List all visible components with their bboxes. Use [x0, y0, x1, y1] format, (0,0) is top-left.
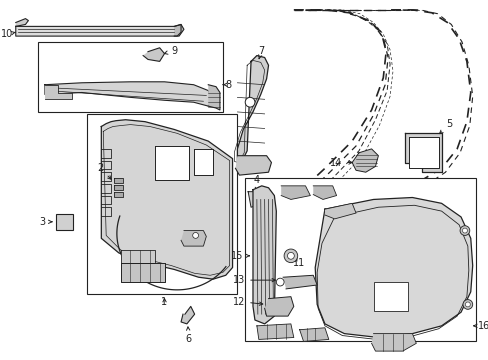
Polygon shape [281, 186, 310, 199]
Text: 3: 3 [40, 217, 52, 227]
Polygon shape [315, 198, 472, 337]
Text: 11: 11 [293, 258, 305, 267]
Text: 5: 5 [439, 120, 452, 134]
Polygon shape [155, 146, 188, 180]
Circle shape [465, 302, 469, 307]
Text: 4: 4 [253, 175, 260, 191]
Bar [56, 214, 73, 230]
Text: 8: 8 [223, 80, 231, 90]
Polygon shape [121, 263, 164, 282]
Polygon shape [256, 324, 293, 339]
Polygon shape [114, 185, 122, 190]
Circle shape [192, 233, 198, 238]
Text: 1: 1 [161, 297, 167, 307]
Polygon shape [324, 203, 355, 219]
Text: 15: 15 [230, 251, 249, 261]
Circle shape [459, 226, 469, 235]
Polygon shape [114, 192, 122, 197]
Polygon shape [16, 19, 28, 26]
Polygon shape [313, 186, 336, 199]
Polygon shape [252, 186, 276, 324]
Polygon shape [351, 149, 378, 172]
Polygon shape [193, 149, 213, 175]
Circle shape [244, 97, 254, 107]
Polygon shape [247, 192, 264, 207]
Text: 14: 14 [329, 158, 351, 167]
Polygon shape [45, 85, 72, 99]
Text: 9: 9 [164, 46, 177, 56]
Polygon shape [299, 328, 328, 341]
Text: 16: 16 [473, 321, 488, 331]
Polygon shape [235, 156, 271, 175]
Polygon shape [181, 306, 194, 324]
Polygon shape [371, 334, 415, 351]
Polygon shape [237, 55, 268, 162]
Circle shape [276, 278, 284, 286]
Bar [373, 282, 407, 311]
Text: 13: 13 [232, 275, 275, 285]
Circle shape [462, 228, 467, 233]
Polygon shape [114, 178, 122, 183]
Text: 7: 7 [258, 46, 264, 59]
Text: 10: 10 [0, 29, 16, 39]
Bar [244, 178, 475, 341]
Bar [38, 42, 223, 112]
Bar [86, 114, 237, 294]
Circle shape [287, 252, 294, 259]
Polygon shape [121, 250, 155, 263]
Circle shape [284, 249, 297, 263]
Polygon shape [208, 85, 220, 110]
Text: 6: 6 [185, 327, 191, 343]
Polygon shape [16, 24, 181, 36]
Polygon shape [407, 137, 438, 168]
Polygon shape [45, 82, 213, 106]
Polygon shape [404, 133, 441, 172]
Polygon shape [283, 275, 317, 289]
Polygon shape [264, 297, 293, 316]
Polygon shape [181, 230, 206, 246]
Text: 12: 12 [232, 297, 262, 306]
Polygon shape [174, 24, 183, 36]
Polygon shape [101, 120, 232, 279]
Polygon shape [143, 48, 164, 62]
Text: 2: 2 [97, 163, 111, 179]
Circle shape [462, 300, 472, 309]
